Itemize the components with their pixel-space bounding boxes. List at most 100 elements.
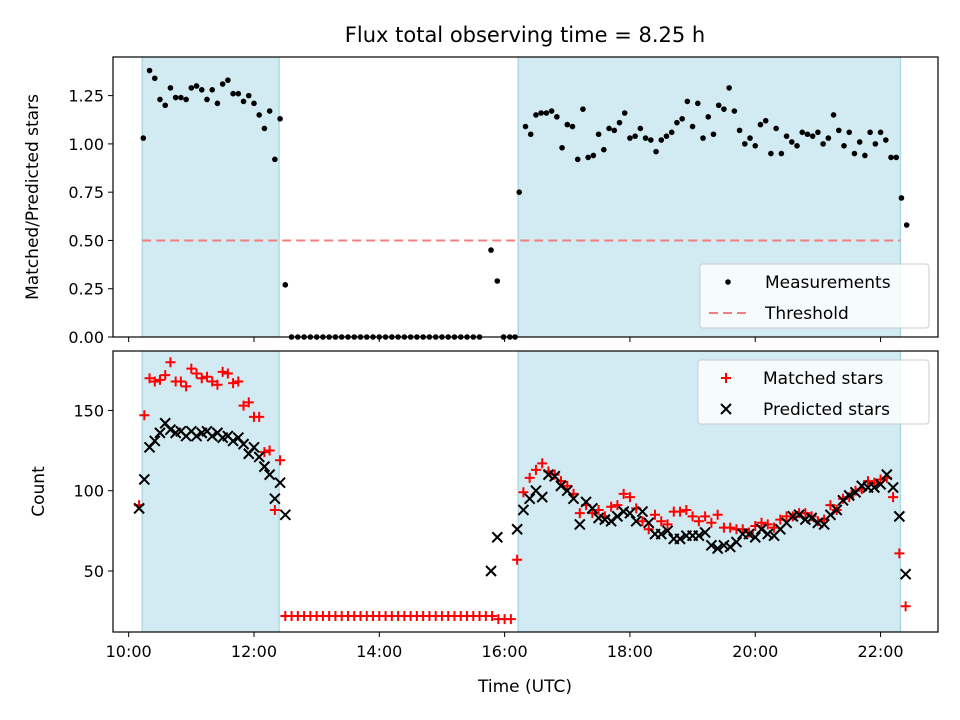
matched-star-point — [894, 548, 905, 559]
measurement-point — [245, 92, 252, 99]
measurement-point — [689, 123, 696, 130]
matched-star-point — [656, 516, 667, 527]
predicted-star-point — [805, 512, 818, 524]
matched-star-point — [238, 400, 249, 411]
measurement-point — [653, 148, 659, 155]
matched-star-point — [643, 524, 654, 535]
predicted-star-point — [149, 435, 161, 447]
predicted-star-point — [899, 568, 912, 580]
predicted-star-point — [485, 565, 497, 577]
matched-star-point — [562, 480, 573, 491]
measurement-point — [533, 112, 539, 118]
measurement-point — [637, 125, 644, 132]
predicted-star-point — [793, 509, 805, 521]
measurement-point — [564, 121, 571, 128]
measurement-point — [715, 102, 722, 109]
measurement-point — [574, 156, 581, 163]
predicted-star-point — [693, 529, 705, 542]
measurement-point — [172, 94, 179, 101]
measurement-point — [230, 90, 236, 97]
matched-star-point — [875, 474, 886, 485]
measurement-point — [178, 94, 184, 101]
measurement-point — [183, 96, 189, 103]
matched-star-point — [574, 508, 585, 519]
measurement-point — [611, 127, 618, 134]
matched-star-point — [228, 378, 239, 389]
matched-star-point — [165, 357, 176, 368]
matched-star-point — [505, 614, 516, 625]
matched-star-point — [549, 469, 560, 480]
predicted-star-point — [586, 502, 599, 515]
matched-star-point — [175, 376, 186, 387]
measurement-point — [204, 96, 210, 103]
matched-star-point — [487, 610, 498, 621]
measurement-point — [893, 154, 900, 161]
measurement-point — [783, 133, 790, 139]
legend-box — [699, 263, 930, 329]
measurement-point — [679, 115, 685, 122]
measurement-point — [554, 114, 560, 120]
measurement-point — [668, 129, 675, 136]
figure-title: Flux total observing time = 8.25 h — [345, 23, 705, 47]
legend-measurement-swatch — [725, 279, 731, 285]
y-tick-label: 0.50 — [68, 231, 104, 250]
predicted-star-point — [555, 480, 567, 492]
measurement-point — [684, 98, 691, 105]
measurement-point — [559, 144, 565, 151]
measurement-point — [877, 129, 884, 136]
predicted-star-point — [643, 517, 655, 529]
axes-frame — [112, 350, 939, 633]
predicted-star-point — [611, 510, 624, 523]
matched-star-point — [693, 516, 704, 527]
measurement-point — [898, 195, 905, 201]
matched-star-point — [706, 517, 717, 528]
legend-label: Measurements — [765, 273, 891, 293]
matched-star-point — [530, 464, 541, 475]
y-tick-label: 1.25 — [68, 87, 104, 106]
predicted-star-point — [661, 525, 674, 537]
matched-star-point — [612, 500, 623, 511]
measurement-point — [830, 112, 837, 118]
observing-window — [142, 57, 280, 337]
measurement-point — [846, 129, 853, 136]
matched-star-point — [212, 379, 223, 390]
measurement-point — [585, 154, 591, 161]
axes-frame — [112, 56, 939, 338]
predicted-star-point — [893, 510, 906, 523]
measurement-point — [642, 135, 649, 141]
measurement-point — [277, 115, 283, 122]
matched-star-point — [900, 601, 911, 612]
measurement-point — [193, 83, 200, 89]
matched-star-point — [222, 368, 233, 379]
measurement-point — [736, 127, 743, 134]
predicted-star-point — [263, 468, 276, 481]
matched-star-point — [624, 492, 635, 503]
matched-star-point — [850, 485, 861, 496]
predicted-star-point — [881, 468, 893, 481]
x-tick-label: 22:00 — [858, 642, 904, 661]
measurement-point — [590, 152, 597, 159]
y-tick-label: 100 — [73, 482, 104, 501]
predicted-star-point — [269, 493, 281, 505]
predicted-star-point — [274, 476, 286, 489]
measurement-point — [752, 143, 759, 149]
predicted-star-point — [624, 507, 636, 519]
measurement-point — [261, 125, 268, 132]
measurement-point — [580, 106, 586, 112]
measurement-point — [674, 119, 680, 126]
measurement-point — [710, 131, 717, 138]
measurement-point — [841, 143, 847, 149]
measurement-point — [851, 150, 858, 157]
predicted-star-point — [536, 491, 548, 503]
matched-star-point — [662, 519, 673, 530]
predicted-star-point — [190, 430, 203, 442]
x-tick-label: 14:00 — [356, 642, 402, 661]
predicted-star-point — [818, 518, 830, 531]
matched-star-point — [587, 508, 598, 519]
matched-star-point — [888, 492, 899, 503]
predicted-star-point — [724, 541, 736, 553]
ratio-panel: 0.00 0.25 0.50 0.75 1.00 1.25 Matched/Predicte… — [23, 56, 939, 347]
measurement-point — [778, 150, 785, 157]
matched-star-point — [233, 376, 244, 387]
measurement-point — [726, 85, 732, 91]
